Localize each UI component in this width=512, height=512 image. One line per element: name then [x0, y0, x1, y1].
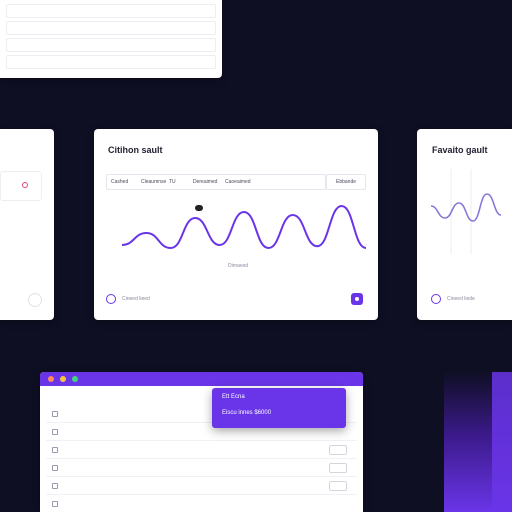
table-row[interactable] [46, 460, 357, 477]
row-checkbox[interactable] [52, 465, 58, 471]
add-circle-icon[interactable] [106, 294, 116, 304]
decorative-bar [492, 372, 512, 512]
peak-marker[interactable] [195, 205, 203, 211]
row-checkbox[interactable] [52, 501, 58, 507]
tooltip-popup: Ett Ecna Eiscu innes $6000 [212, 388, 346, 428]
close-dot-icon[interactable] [48, 376, 54, 382]
popup-title: Ett Ecna [222, 394, 245, 400]
top-list-card [0, 0, 222, 78]
maximize-dot-icon[interactable] [72, 376, 78, 382]
popup-detail: Eiscu innes $6000 [222, 410, 272, 416]
filter-2[interactable]: Cleaumnse [141, 179, 167, 185]
filter-4[interactable]: Dereaimed [193, 179, 218, 185]
plus-icon [355, 297, 359, 301]
chart-title: Citihon sault [108, 145, 163, 155]
table-row[interactable] [46, 496, 357, 512]
secondary-series-line [431, 193, 502, 222]
table-row[interactable] [46, 478, 357, 495]
chart-card: Citihon sault Cashed Cleaumnse TU Dereai… [94, 129, 378, 320]
row-action-button[interactable] [329, 445, 347, 455]
footer-label: Cineed lieed [122, 296, 150, 302]
filter-bar[interactable]: Cashed Cleaumnse TU Dereaimed Caoeaimed [106, 174, 326, 190]
minimize-dot-icon[interactable] [60, 376, 66, 382]
row-action-button[interactable] [329, 481, 347, 491]
line-chart [121, 204, 367, 250]
plus-button[interactable] [351, 293, 363, 305]
row-checkbox[interactable] [52, 429, 58, 435]
row-checkbox[interactable] [52, 447, 58, 453]
export-button[interactable]: Ebbande [326, 174, 366, 190]
status-dot-icon [22, 182, 28, 188]
row-action-button[interactable] [329, 463, 347, 473]
filter-3[interactable]: TU [169, 179, 176, 185]
table-row[interactable] [46, 442, 357, 459]
secondary-chart-title: Favaito gault [432, 145, 488, 155]
secondary-chart-card: Favaito gault Cineed liede [417, 129, 512, 320]
table-header [46, 406, 357, 423]
close-icon[interactable] [28, 293, 42, 307]
side-card [0, 129, 54, 320]
add-circle-icon[interactable] [431, 294, 441, 304]
footer-label: Cineed liede [447, 296, 475, 302]
secondary-line-chart [431, 169, 502, 254]
filter-1[interactable]: Cashed [111, 179, 129, 185]
table-row[interactable] [46, 424, 357, 441]
list-row[interactable] [6, 38, 216, 52]
list-row[interactable] [6, 4, 216, 18]
series-line [121, 204, 367, 250]
filter-5[interactable]: Caoeaimed [225, 179, 251, 185]
x-axis-label: Dirnaesd [228, 263, 249, 269]
window-titlebar [40, 372, 363, 386]
row-checkbox[interactable] [52, 483, 58, 489]
list-row[interactable] [6, 55, 216, 69]
side-panel[interactable] [0, 171, 42, 201]
export-label: Ebbande [335, 179, 357, 185]
select-all-checkbox[interactable] [52, 411, 58, 417]
list-row[interactable] [6, 21, 216, 35]
